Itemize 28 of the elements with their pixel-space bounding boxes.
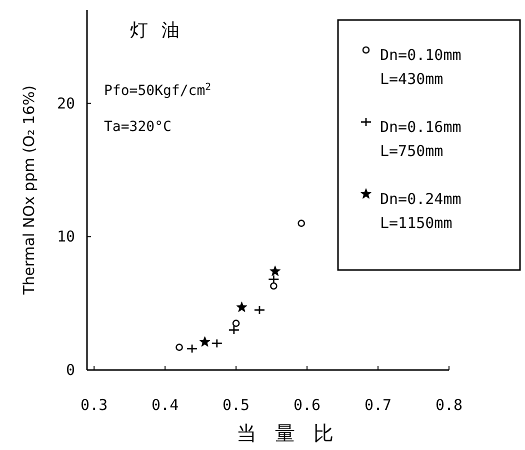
x-tick-label: 0.4 <box>152 396 179 414</box>
point <box>199 336 210 347</box>
point <box>232 320 240 327</box>
x-axis-title: 当 量 比 <box>236 421 340 445</box>
point <box>236 302 248 312</box>
point <box>298 220 306 227</box>
text: 灯 油 <box>130 20 184 41</box>
point <box>254 305 266 315</box>
y-tick-label: 20 <box>56 94 75 112</box>
annotation: Ta=320°C <box>104 119 172 135</box>
point <box>228 325 240 335</box>
y-axis-title: Thermal NOx ppm (O₂ 16%) <box>20 85 38 296</box>
legend-label: Dn=0.24mm L=1150mm <box>380 190 462 232</box>
legend-label: Dn=0.10mm L=430mm <box>380 46 462 88</box>
legend-label: Dn=0.16mm L=750mm <box>380 118 462 160</box>
x-tick-label: 0.3 <box>80 396 108 414</box>
point <box>270 266 281 276</box>
x-tick-label: 0.5 <box>222 396 250 414</box>
y-tick-label: 10 <box>56 228 75 246</box>
point <box>186 344 198 354</box>
y-tick-label: 0 <box>66 361 75 379</box>
x-tick-label: 0.8 <box>435 396 463 414</box>
point <box>211 338 223 348</box>
point <box>270 282 278 290</box>
point <box>176 344 183 351</box>
x-tick-label: 0.6 <box>293 396 321 414</box>
annotation: Pfo=50Kgf/cm$^{2}$ <box>104 82 212 99</box>
x-tick-label: 0.7 <box>364 396 392 414</box>
